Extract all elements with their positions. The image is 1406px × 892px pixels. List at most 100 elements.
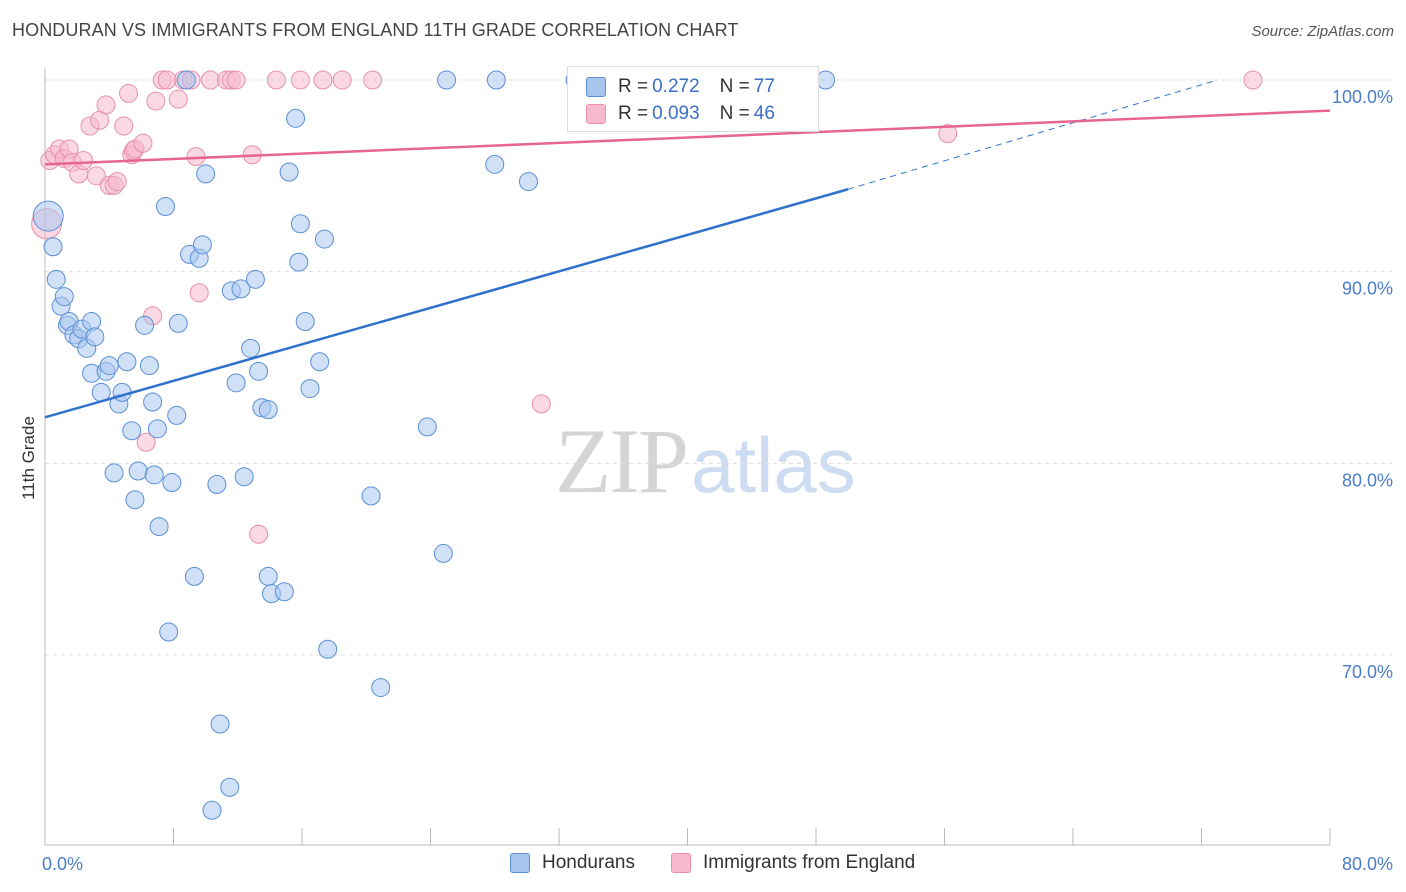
data-point	[86, 166, 106, 186]
stats-row-england: R = 0.093 N = 46	[586, 102, 775, 126]
data-point	[43, 237, 63, 257]
data-point	[241, 338, 261, 358]
data-point	[114, 116, 134, 136]
data-point	[155, 197, 175, 216]
watermark-zip: ZIP	[555, 410, 689, 512]
n-label: N =	[719, 76, 750, 97]
data-point	[168, 89, 188, 109]
data-point	[117, 352, 137, 372]
data-point	[74, 151, 94, 170]
data-point	[266, 70, 286, 90]
data-point	[258, 400, 278, 420]
data-point	[226, 373, 246, 393]
data-point	[96, 95, 116, 115]
data-point	[135, 315, 155, 335]
legend-label: Hondurans	[542, 852, 635, 873]
data-point	[146, 91, 166, 111]
axes	[44, 68, 1331, 846]
data-point	[417, 417, 437, 437]
y-tick-label: 80.0%	[1342, 470, 1393, 490]
legend-swatch-pink	[586, 104, 606, 124]
data-point	[85, 327, 105, 347]
stats-legend: R = 0.272 N = 77 R = 0.093 N = 46	[567, 66, 819, 132]
data-point	[46, 269, 66, 289]
data-point	[133, 133, 153, 153]
data-point	[220, 777, 240, 797]
data-point	[249, 361, 269, 381]
data-point	[258, 566, 278, 586]
regression-extension-hondurans	[847, 79, 1218, 190]
source-label: Source: ZipAtlas.com	[1251, 23, 1394, 40]
data-point	[104, 463, 124, 483]
chart-title: HONDURAN VS IMMIGRANTS FROM ENGLAND 11TH…	[12, 20, 739, 40]
y-tick-label: 90.0%	[1342, 279, 1393, 299]
data-point	[485, 154, 505, 174]
data-point	[136, 432, 156, 452]
data-point	[157, 70, 177, 90]
legend-swatch-pink	[671, 853, 691, 873]
data-point	[361, 486, 381, 506]
data-point	[531, 394, 551, 414]
data-point	[162, 473, 182, 492]
data-point	[245, 269, 265, 289]
data-point	[82, 312, 102, 331]
data-point	[168, 313, 188, 333]
data-point	[938, 124, 958, 144]
legend-item-england[interactable]: Immigrants from England	[671, 852, 915, 874]
regression-line-england	[44, 109, 1331, 166]
data-point	[200, 70, 220, 90]
data-point	[518, 172, 538, 192]
data-point	[274, 582, 294, 602]
data-point	[107, 172, 127, 192]
data-point	[313, 70, 333, 90]
stats-row-hondurans: R = 0.272 N = 77	[586, 75, 775, 99]
data-point	[363, 70, 383, 90]
data-point	[202, 800, 222, 820]
data-point	[144, 465, 164, 485]
data-point	[290, 214, 310, 234]
n-value: 77	[753, 76, 775, 97]
data-point	[289, 252, 309, 272]
n-label: N =	[719, 103, 750, 124]
data-point	[32, 200, 64, 232]
data-point	[119, 83, 139, 103]
data-point	[176, 70, 196, 90]
data-point	[210, 714, 230, 734]
data-point	[159, 622, 179, 642]
data-point	[1243, 70, 1263, 90]
data-point	[99, 356, 119, 376]
data-point	[147, 419, 167, 439]
data-point	[196, 164, 216, 184]
data-point	[279, 162, 299, 182]
data-point	[371, 678, 391, 698]
data-point	[143, 392, 163, 412]
grid	[45, 79, 1392, 656]
data-point	[286, 108, 306, 128]
data-point	[310, 352, 330, 372]
data-point	[295, 312, 315, 331]
data-point	[125, 490, 145, 510]
r-label: R =	[618, 76, 649, 97]
data-point	[234, 467, 254, 487]
data-point	[290, 70, 310, 90]
data-point	[318, 639, 338, 659]
x-tick-label: 80.0%	[1342, 854, 1393, 874]
data-point	[816, 70, 836, 90]
data-point	[189, 283, 209, 303]
data-point	[207, 474, 227, 494]
data-point	[437, 70, 457, 90]
watermark-atlas: atlas	[691, 421, 856, 509]
series-legend: Hondurans Immigrants from England	[0, 852, 1406, 878]
y-tick-label: 100.0%	[1332, 87, 1393, 107]
data-point	[184, 566, 204, 586]
regression-lines	[44, 79, 1331, 419]
regression-line-hondurans	[44, 188, 849, 419]
data-point	[167, 405, 187, 425]
data-point	[54, 287, 74, 307]
data-point	[149, 517, 169, 537]
legend-swatch-blue	[586, 77, 606, 97]
legend-item-hondurans[interactable]: Hondurans	[510, 852, 635, 874]
data-point	[192, 235, 212, 255]
watermark: ZIPatlas	[555, 408, 856, 514]
